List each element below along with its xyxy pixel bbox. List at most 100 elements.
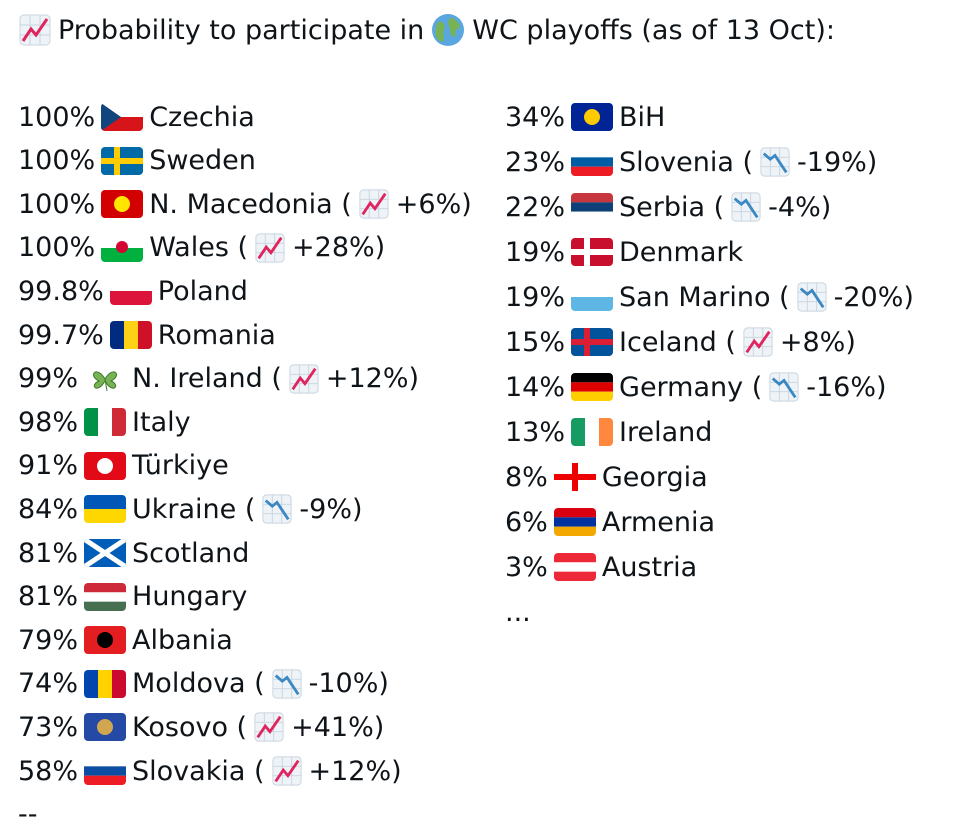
list-row: 13% Ireland	[505, 414, 718, 450]
flag-part	[97, 632, 114, 649]
probability: 58%	[18, 755, 79, 787]
probability: 73%	[18, 711, 79, 743]
chart-up-icon	[289, 364, 319, 394]
flag	[84, 408, 127, 437]
probability: 74%	[18, 668, 79, 700]
flag	[101, 146, 144, 175]
chart-up-icon	[254, 712, 284, 742]
flag-part	[584, 109, 601, 125]
flag-part	[84, 775, 127, 785]
change: -9%)	[299, 493, 363, 525]
icon-bg	[743, 327, 773, 357]
flag	[101, 103, 144, 131]
flag-part	[553, 553, 596, 563]
list-row: 99.8% Poland	[18, 273, 254, 309]
probability: 23%	[505, 146, 566, 178]
flag-part	[97, 719, 114, 736]
list-row: 3% Austria	[505, 549, 703, 585]
globe-icon	[432, 14, 465, 46]
country: Albania	[132, 624, 233, 656]
flag-part	[571, 418, 586, 446]
change: -4%)	[768, 191, 832, 223]
flag	[84, 669, 127, 698]
flag	[84, 713, 127, 742]
probability: 19%	[505, 281, 566, 313]
probability: 100%	[18, 145, 96, 177]
flag-part	[101, 157, 144, 164]
list-row: 8% Georgia	[505, 459, 714, 495]
icon-line	[745, 330, 771, 354]
flag-part	[84, 601, 127, 611]
country: BiH	[619, 101, 666, 133]
probability: 81%	[18, 581, 79, 613]
flag	[553, 553, 596, 581]
flag	[84, 539, 127, 567]
flag	[109, 277, 152, 306]
flag-part	[571, 211, 614, 221]
flag-part	[112, 669, 127, 698]
chart-down-icon	[272, 669, 302, 699]
country: Poland	[157, 275, 248, 307]
list-row: 100% N. Macedonia (+6%)	[18, 186, 478, 222]
country: Austria	[601, 551, 698, 583]
flag-part	[84, 582, 127, 592]
change: +8%)	[779, 326, 856, 358]
flag-part	[553, 508, 596, 518]
flag-part	[599, 418, 614, 446]
probability: 34%	[505, 101, 566, 133]
flag	[553, 508, 596, 536]
icon-line	[274, 674, 300, 695]
flag-part	[553, 526, 596, 536]
flag-part	[84, 539, 127, 567]
country: Georgia	[601, 461, 708, 493]
probability: 19%	[505, 236, 566, 268]
probability: 100%	[18, 232, 96, 264]
probability: 91%	[18, 450, 79, 482]
flag-part	[84, 766, 127, 776]
flag-part	[84, 495, 127, 510]
icon-line	[265, 499, 290, 521]
icon-line	[772, 377, 797, 399]
change: +41%)	[291, 711, 385, 743]
list-row: 98% Italy	[18, 404, 197, 440]
flag	[571, 418, 614, 446]
list-row: 81% Hungary	[18, 579, 253, 615]
country: N. Ireland (	[132, 363, 282, 395]
probability: 99.8%	[18, 275, 104, 307]
probability: 79%	[18, 624, 79, 656]
list-row: 58% Slovakia (+12%)	[18, 753, 408, 789]
icon-line	[733, 197, 759, 219]
country: Serbia (	[619, 191, 725, 223]
chart-up-icon	[19, 14, 51, 46]
flag	[571, 103, 614, 131]
flag-part	[137, 321, 152, 349]
icon-line	[762, 152, 788, 174]
chart-down-icon	[769, 372, 799, 402]
flag	[571, 373, 614, 401]
flag-part	[571, 166, 614, 176]
change: -10%)	[308, 668, 389, 700]
list-row: 99.7% Romania	[18, 317, 282, 353]
probability: 98%	[18, 406, 79, 438]
chart-down-icon	[797, 282, 827, 312]
flag	[571, 238, 614, 266]
country: Czechia	[149, 101, 255, 133]
flag-part	[571, 339, 614, 345]
country: Wales (	[149, 232, 249, 264]
icon-bg	[731, 192, 761, 222]
country: Sweden	[149, 145, 256, 177]
title-end: WC playoffs (as of 13 Oct):	[472, 14, 835, 46]
flag-part	[84, 757, 127, 767]
change: -16%)	[806, 371, 887, 403]
country: N. Macedonia (	[149, 188, 352, 220]
flag	[101, 190, 144, 219]
change: -19%)	[797, 146, 878, 178]
list-row: 91% Türkiye	[18, 448, 235, 484]
flag	[84, 451, 127, 480]
chart-down-icon	[760, 147, 790, 177]
chart-down-icon	[731, 192, 761, 222]
icon-bg	[769, 372, 799, 402]
flag	[571, 148, 614, 176]
chart-up-icon	[255, 233, 285, 263]
icon-bg	[359, 189, 389, 219]
